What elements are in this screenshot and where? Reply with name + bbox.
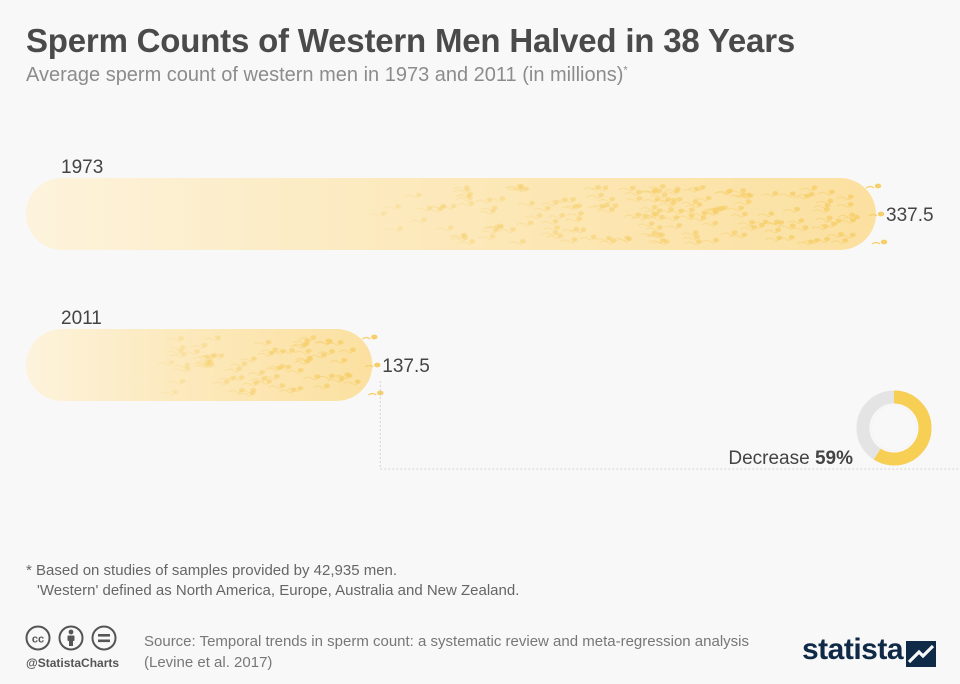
- subtitle-footnote-marker: *: [623, 64, 628, 77]
- bar-row-2011: 2011 137.5: [26, 308, 430, 401]
- connector-line: [379, 381, 960, 470]
- logo-text: statista: [802, 633, 904, 666]
- subtitle-text: Average sperm count of western men in 19…: [26, 64, 624, 86]
- decrease-value: 59%: [815, 448, 853, 469]
- logo-mark-icon: [906, 641, 936, 667]
- chart-subtitle: Average sperm count of western men in 19…: [26, 64, 628, 87]
- value-label: 137.5: [382, 356, 430, 377]
- source-text: Source: Temporal trends in sperm count: …: [144, 633, 749, 671]
- category-label: 1973: [61, 157, 103, 178]
- bar-row-1973: 1973 337.5: [26, 157, 934, 250]
- footnote-line-2: 'Western' defined as North America, Euro…: [37, 582, 520, 599]
- bars-group: 1973 337.5 2011 137.5: [26, 157, 934, 401]
- twitter-handle: @StatistaCharts: [26, 656, 120, 670]
- sperm-decoration: [157, 334, 384, 397]
- svg-text:cc: cc: [32, 634, 44, 646]
- footnote: * Based on studies of samples provided b…: [26, 561, 519, 601]
- donut-inner-ring: [871, 405, 917, 451]
- donut-fill: [856, 390, 932, 466]
- bar: [26, 329, 373, 401]
- cc-icon: cc: [25, 625, 51, 651]
- license-icons: cc: [25, 625, 117, 651]
- value-label: 337.5: [886, 205, 934, 226]
- chart-title: Sperm Counts of Western Men Halved in 38…: [26, 22, 795, 59]
- decrease-label: Decrease 59%: [728, 448, 853, 469]
- footnote-line-1: * Based on studies of samples provided b…: [26, 562, 398, 579]
- decrease-label-text: Decrease: [728, 448, 809, 469]
- decrease-donut: [856, 390, 932, 466]
- no-derivatives-icon: [91, 625, 117, 651]
- sperm-decoration: [369, 183, 888, 246]
- bar: [26, 178, 876, 250]
- attribution-icon: [58, 625, 84, 651]
- bar-chart: 1973 337.5 2011 137.5 Decrease 59%: [26, 157, 960, 470]
- category-label: 2011: [61, 308, 102, 329]
- dotted-connectors: [379, 381, 960, 470]
